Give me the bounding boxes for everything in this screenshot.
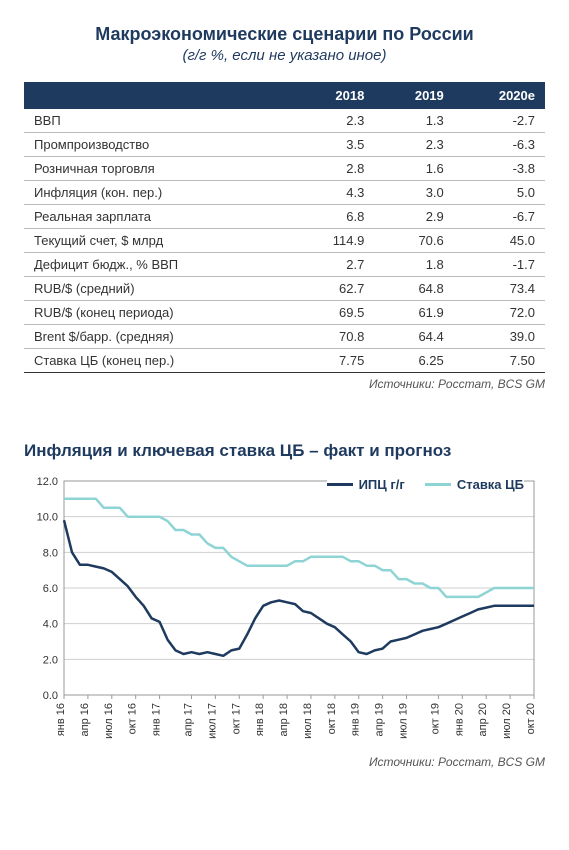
svg-text:янв 19: янв 19 (350, 703, 362, 736)
table-title: Макроэкономические сценарии по России (24, 24, 545, 45)
table-cell: -2.7 (454, 109, 545, 133)
svg-text:8.0: 8.0 (43, 547, 58, 559)
svg-text:10.0: 10.0 (37, 512, 58, 524)
chart-legend: ИПЦ г/г Ставка ЦБ (327, 477, 524, 492)
table-cell: 114.9 (291, 229, 375, 253)
svg-text:окт 17: окт 17 (230, 703, 242, 734)
table-cell: 7.75 (291, 349, 375, 373)
table-cell: Реальная зарплата (24, 205, 291, 229)
table-cell: 7.50 (454, 349, 545, 373)
svg-text:янв 16: янв 16 (55, 703, 67, 736)
svg-text:6.0: 6.0 (43, 583, 58, 595)
table-cell: 62.7 (291, 277, 375, 301)
svg-text:июл 19: июл 19 (398, 703, 410, 739)
table-cell: 64.4 (374, 325, 453, 349)
table-row: Brent $/барр. (средняя)70.864.439.0 (24, 325, 545, 349)
svg-text:апр 18: апр 18 (278, 703, 290, 736)
macro-table: 201820192020e ВВП2.31.3-2.7Промпроизводс… (24, 82, 545, 373)
table-cell: ВВП (24, 109, 291, 133)
table-cell: 6.25 (374, 349, 453, 373)
table-cell: Розничная торговля (24, 157, 291, 181)
table-cell: Промпроизводство (24, 133, 291, 157)
svg-text:12.0: 12.0 (37, 476, 58, 488)
table-cell: 61.9 (374, 301, 453, 325)
table-header-cell (24, 82, 291, 109)
chart-source: Источники: Росстат, BCS GM (24, 755, 545, 769)
table-cell: Инфляция (кон. пер.) (24, 181, 291, 205)
svg-text:4.0: 4.0 (43, 619, 58, 631)
table-source: Источники: Росстат, BCS GM (24, 377, 545, 391)
svg-text:янв 17: янв 17 (151, 703, 163, 736)
table-cell: 39.0 (454, 325, 545, 349)
table-cell: 3.0 (374, 181, 453, 205)
table-cell: Ставка ЦБ (конец пер.) (24, 349, 291, 373)
svg-text:янв 20: янв 20 (453, 703, 465, 736)
table-cell: 3.5 (291, 133, 375, 157)
table-row: RUB/$ (средний)62.764.873.4 (24, 277, 545, 301)
table-header-cell: 2019 (374, 82, 453, 109)
table-cell: Текущий счет, $ млрд (24, 229, 291, 253)
table-cell: 2.3 (374, 133, 453, 157)
table-cell: 6.8 (291, 205, 375, 229)
line-chart: 0.0 2.0 4.0 6.0 8.0 10.0 12.0 янв 16 апр 16 июл 1… (24, 471, 544, 751)
table-header-cell: 2018 (291, 82, 375, 109)
svg-text:окт 20: окт 20 (525, 703, 537, 734)
legend-label: Ставка ЦБ (457, 477, 524, 492)
svg-text:янв 18: янв 18 (254, 703, 266, 736)
table-cell: 2.7 (291, 253, 375, 277)
table-row: RUB/$ (конец периода)69.561.972.0 (24, 301, 545, 325)
table-cell: 69.5 (291, 301, 375, 325)
table-cell: 1.3 (374, 109, 453, 133)
svg-text:апр 20: апр 20 (477, 703, 489, 736)
legend-item-rate: Ставка ЦБ (425, 477, 524, 492)
legend-item-cpi: ИПЦ г/г (327, 477, 405, 492)
svg-text:июл 20: июл 20 (501, 703, 513, 739)
table-header-cell: 2020e (454, 82, 545, 109)
table-row: Текущий счет, $ млрд114.970.645.0 (24, 229, 545, 253)
svg-text:апр 17: апр 17 (182, 703, 194, 736)
table-cell: -6.7 (454, 205, 545, 229)
table-row: Дефицит бюдж., % ВВП2.71.8-1.7 (24, 253, 545, 277)
table-row: Ставка ЦБ (конец пер.)7.756.257.50 (24, 349, 545, 373)
svg-text:окт 18: окт 18 (326, 703, 338, 734)
table-cell: -1.7 (454, 253, 545, 277)
table-row: Розничная торговля2.81.6-3.8 (24, 157, 545, 181)
svg-text:июл 17: июл 17 (206, 703, 218, 739)
legend-label: ИПЦ г/г (359, 477, 405, 492)
svg-text:окт 16: окт 16 (127, 703, 139, 734)
table-row: Инфляция (кон. пер.)4.33.05.0 (24, 181, 545, 205)
chart-title: Инфляция и ключевая ставка ЦБ – факт и п… (24, 441, 545, 461)
table-cell: 1.6 (374, 157, 453, 181)
table-cell: 5.0 (454, 181, 545, 205)
table-cell: 73.4 (454, 277, 545, 301)
table-cell: 64.8 (374, 277, 453, 301)
table-cell: 2.3 (291, 109, 375, 133)
table-cell: 70.6 (374, 229, 453, 253)
svg-text:апр 16: апр 16 (79, 703, 91, 736)
svg-text:июл 18: июл 18 (302, 703, 314, 739)
table-cell: Brent $/барр. (средняя) (24, 325, 291, 349)
table-cell: -6.3 (454, 133, 545, 157)
table-row: Промпроизводство3.52.3-6.3 (24, 133, 545, 157)
table-row: Реальная зарплата6.82.9-6.7 (24, 205, 545, 229)
table-cell: RUB/$ (конец периода) (24, 301, 291, 325)
table-cell: 2.8 (291, 157, 375, 181)
table-subtitle: (г/г %, если не указано иное) (24, 47, 545, 64)
svg-text:0.0: 0.0 (43, 690, 58, 702)
table-cell: -3.8 (454, 157, 545, 181)
table-cell: 45.0 (454, 229, 545, 253)
table-cell: 72.0 (454, 301, 545, 325)
svg-text:окт 19: окт 19 (429, 703, 441, 734)
svg-text:июл 16: июл 16 (103, 703, 115, 739)
svg-text:апр 19: апр 19 (374, 703, 386, 736)
svg-text:2.0: 2.0 (43, 654, 58, 666)
table-cell: RUB/$ (средний) (24, 277, 291, 301)
table-cell: 4.3 (291, 181, 375, 205)
table-cell: 70.8 (291, 325, 375, 349)
table-cell: 1.8 (374, 253, 453, 277)
table-row: ВВП2.31.3-2.7 (24, 109, 545, 133)
table-cell: 2.9 (374, 205, 453, 229)
table-cell: Дефицит бюдж., % ВВП (24, 253, 291, 277)
